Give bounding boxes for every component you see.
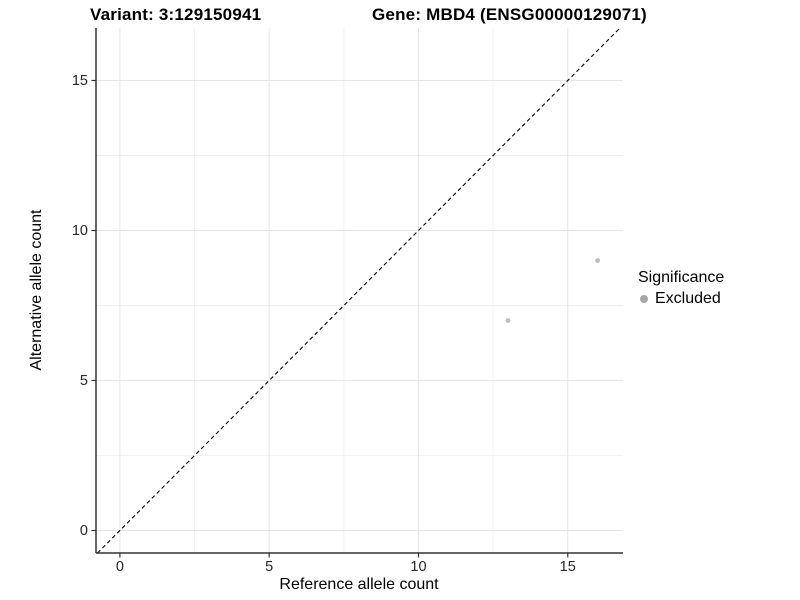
x-tick-label: 15: [559, 559, 576, 575]
y-tick-label: 0: [79, 522, 88, 539]
legend: Significance Excluded: [638, 269, 724, 308]
variant-title: Variant: 3:129150941: [90, 5, 262, 24]
x-tick-label: 0: [115, 559, 124, 575]
y-tick-label: 5: [79, 372, 88, 389]
excluded-point-icon: [640, 295, 648, 303]
data-point: [505, 318, 511, 323]
gene-title: Gene: MBD4 (ENSG00000129071): [372, 5, 647, 24]
data-point: [595, 258, 601, 263]
x-axis-title: Reference allele count: [279, 576, 439, 593]
identity-line: [97, 27, 621, 554]
y-tick-label: 15: [71, 72, 88, 89]
x-tick-label: 10: [410, 559, 427, 575]
y-tick-label: 10: [71, 222, 88, 239]
y-axis-title: Alternative allele count: [28, 209, 45, 371]
legend-title: Significance: [638, 269, 725, 286]
legend-item-excluded: Excluded: [638, 290, 724, 308]
x-tick-label: 5: [265, 559, 274, 575]
legend-item-label: Excluded: [655, 290, 721, 307]
